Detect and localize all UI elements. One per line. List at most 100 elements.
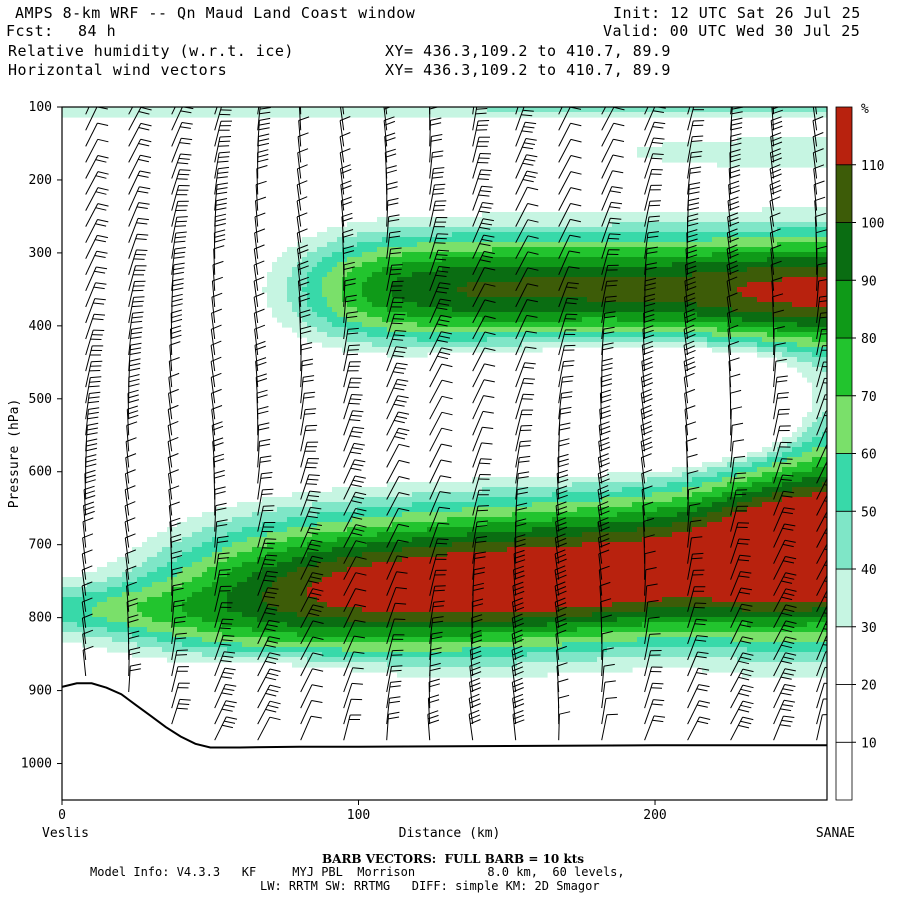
rh-cell — [747, 267, 827, 273]
wind-barb-flag — [642, 398, 653, 404]
wind-barb-flag — [298, 276, 309, 282]
wind-barb — [515, 299, 528, 324]
wind-barb-flag — [600, 414, 612, 420]
wind-barb-flag — [343, 250, 355, 254]
wind-barb-flag — [644, 298, 656, 303]
wind-barb-flag — [515, 518, 527, 523]
wind-barb-flag — [560, 411, 572, 415]
wind-barb-flag — [522, 162, 534, 166]
rh-cell — [617, 617, 827, 623]
rh-cell — [387, 352, 428, 358]
wind-barb-flag — [224, 651, 236, 654]
wind-barb-flag — [479, 259, 491, 263]
colorbar-swatch — [835, 106, 853, 166]
wind-barb-flag — [642, 361, 653, 367]
wind-barb-flag — [642, 430, 653, 436]
wind-barb-flag — [432, 192, 444, 195]
wind-barb — [558, 345, 565, 372]
wind-barb-flag — [783, 656, 795, 660]
wind-barb-flag — [685, 366, 696, 372]
wind-barb-flag — [267, 672, 279, 677]
rh-cell — [242, 562, 278, 568]
wind-barb-flag — [352, 463, 364, 467]
rh-cell — [417, 302, 698, 308]
wind-barb — [558, 361, 564, 388]
wind-barb-flag — [128, 378, 140, 383]
rh-cell — [312, 307, 333, 313]
wind-barb-flag — [522, 109, 534, 112]
wind-barb-flag — [813, 84, 823, 88]
wind-barb-flag — [522, 146, 534, 150]
wind-barb-flag — [96, 266, 108, 270]
wind-barb — [601, 107, 615, 131]
wind-barb-flag — [599, 478, 610, 484]
rh-cell — [297, 612, 593, 618]
rh-cell — [617, 512, 678, 518]
wind-barb-flag — [812, 116, 824, 122]
wind-barb-flag — [734, 87, 745, 89]
rh-cell — [802, 417, 818, 423]
wind-barb-flag — [738, 676, 750, 681]
wind-barb-flag — [305, 429, 317, 431]
wind-barb-flag — [693, 606, 705, 609]
wind-barb — [171, 107, 176, 115]
rh-cell — [327, 242, 358, 248]
wind-barb-flag — [348, 344, 360, 347]
rh-cell — [787, 362, 813, 368]
rh-cell — [797, 322, 827, 328]
wind-barb — [167, 409, 173, 436]
wind-barb-flag — [739, 608, 751, 611]
rh-cell — [792, 302, 827, 308]
wind-barb-flag — [214, 474, 225, 479]
rh-cell — [822, 367, 827, 373]
wind-barb-flag — [140, 154, 152, 158]
wind-barb-flag — [353, 426, 365, 429]
wind-barb-flag — [604, 311, 616, 314]
wind-barb-flag — [471, 618, 483, 624]
wind-barb — [171, 185, 180, 211]
wind-barb-flag — [171, 309, 182, 314]
wind-barb-flag — [728, 185, 740, 190]
wind-barb — [773, 328, 775, 356]
wind-barb-flag — [89, 380, 101, 383]
rh-cell — [742, 292, 827, 298]
colorbar-swatch — [835, 510, 853, 570]
rh-cell — [147, 557, 178, 563]
wind-barb — [343, 604, 356, 629]
colorbar-swatch — [835, 279, 853, 339]
wind-barb-flag — [258, 133, 270, 137]
rh-cell — [382, 267, 443, 273]
rh-cell — [267, 272, 293, 278]
wind-barb-flag — [384, 101, 394, 105]
wind-barb-flag — [214, 229, 226, 234]
wind-barb-flag — [265, 660, 277, 665]
wind-barb — [82, 634, 87, 660]
wind-barb-flag — [171, 314, 183, 319]
plot-frame — [61, 106, 828, 801]
wind-barb-flag — [605, 295, 617, 298]
wind-barb — [816, 651, 827, 677]
rh-cell — [577, 507, 658, 513]
wind-barb-flag — [175, 236, 187, 239]
wind-barb — [472, 379, 485, 404]
wind-barb-flag — [556, 622, 568, 628]
rh-cell — [782, 437, 798, 443]
rh-cell — [487, 337, 708, 343]
wind-barb — [168, 393, 173, 420]
wind-barb-flag — [642, 366, 654, 372]
rh-cell — [302, 237, 338, 243]
wind-barb-flag — [653, 110, 664, 113]
wind-barb — [340, 107, 345, 131]
wind-barb-flag — [656, 91, 667, 93]
wind-barb-flag — [211, 405, 223, 410]
wind-barb-flag — [782, 672, 794, 676]
wind-barb-flag — [742, 636, 754, 640]
terrain-surface-line — [61, 682, 827, 749]
wind-barb-flag — [728, 201, 739, 206]
wind-barb-flag — [600, 598, 612, 603]
wind-barb — [429, 443, 442, 468]
wind-barb-flag — [225, 700, 237, 704]
wind-barb-flag — [253, 292, 265, 298]
wind-barb-flag — [684, 388, 696, 394]
wind-barb-flag — [342, 233, 354, 238]
